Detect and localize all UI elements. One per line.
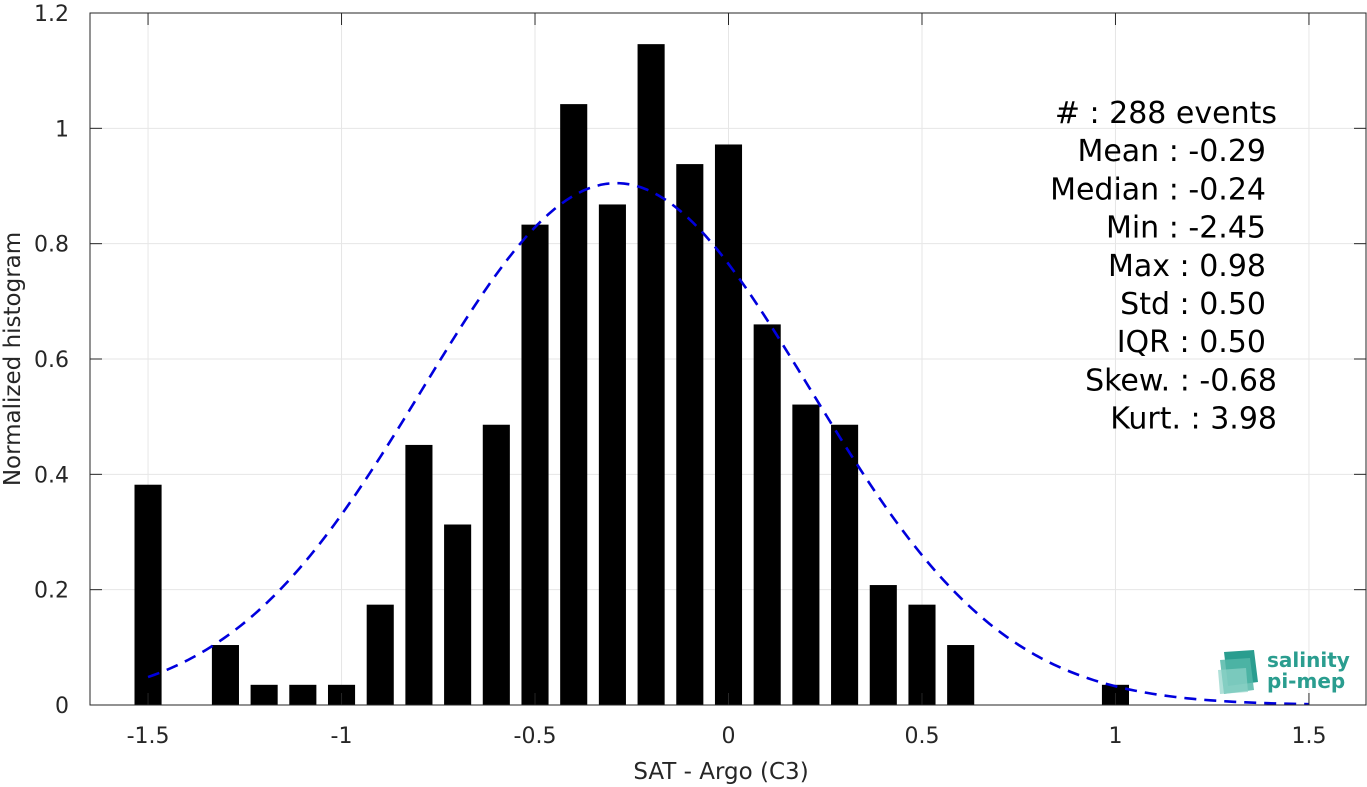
histogram-bar	[598, 204, 626, 705]
stat-line: # : 288 events	[1055, 96, 1277, 131]
y-tick-labels: 0 0.2 0.4 0.6 0.8 1 1.2	[34, 2, 69, 719]
stat-line: Max : 0.98	[1108, 249, 1266, 284]
x-tick-label: -1.5	[127, 724, 170, 749]
stat-line: Kurt. : 3.98	[1110, 402, 1277, 437]
histogram-bar	[947, 645, 975, 705]
y-tick-label: 0.2	[34, 579, 69, 604]
logo-text-line2: pi-mep	[1267, 669, 1345, 693]
x-tick-label: -0.5	[514, 724, 557, 749]
y-tick-label: 0.8	[34, 233, 69, 258]
histogram-bar	[482, 424, 510, 705]
logo-icon	[1218, 650, 1258, 694]
histogram-bar	[637, 44, 665, 705]
x-axis-label: SAT - Argo (C3)	[633, 759, 808, 785]
stat-line: IQR : 0.50	[1117, 325, 1266, 360]
histogram-bar	[869, 585, 897, 705]
histogram-bar	[289, 684, 317, 705]
histogram-bar	[211, 645, 239, 705]
axes-frame	[89, 12, 1367, 706]
logo-text-line1: salinity	[1267, 648, 1350, 672]
stat-line: Mean : -0.29	[1077, 134, 1266, 169]
stat-line: Std : 0.50	[1120, 287, 1266, 322]
histogram-bar	[521, 224, 549, 706]
histogram-bar	[560, 104, 588, 705]
x-tick-label: 1.5	[1291, 724, 1326, 749]
histogram-bar	[792, 404, 820, 705]
x-tick-label: 0.5	[904, 724, 939, 749]
stat-line: Median : -0.24	[1050, 172, 1266, 207]
stat-line: Min : -2.45	[1106, 211, 1266, 246]
histogram-bar	[714, 144, 743, 706]
gaussian-fit-curve	[147, 181, 1309, 706]
x-tick-label: 0	[722, 724, 736, 749]
y-tick-label: 0.4	[34, 463, 69, 488]
stat-line: Skew. : -0.68	[1085, 363, 1277, 398]
histogram-bar	[444, 524, 472, 705]
histogram-bar	[134, 484, 162, 705]
y-tick-label: 1	[55, 117, 69, 142]
y-tick-label: 0	[55, 694, 69, 719]
fit-curve-path	[147, 181, 1309, 706]
histogram-bar	[753, 324, 781, 705]
histogram-bar	[676, 164, 704, 705]
y-tick-label: 0.6	[34, 348, 69, 373]
histogram-bar	[831, 424, 859, 705]
y-tick-label: 1.2	[34, 2, 69, 27]
histogram-bar	[366, 604, 394, 705]
histogram-bars	[134, 44, 1130, 706]
x-tick-label: 1	[1108, 724, 1122, 749]
histogram-bar	[250, 684, 278, 705]
histogram-bar	[908, 604, 936, 705]
salinity-pimep-logo: salinity pi-mep	[1218, 648, 1350, 694]
y-axis-label: Normalized histogram	[0, 232, 26, 486]
x-tick-labels: -1.5 -1 -0.5 0 0.5 1 1.5	[127, 724, 1327, 749]
histogram-bar	[405, 444, 433, 705]
x-tick-label: -1	[331, 724, 353, 749]
